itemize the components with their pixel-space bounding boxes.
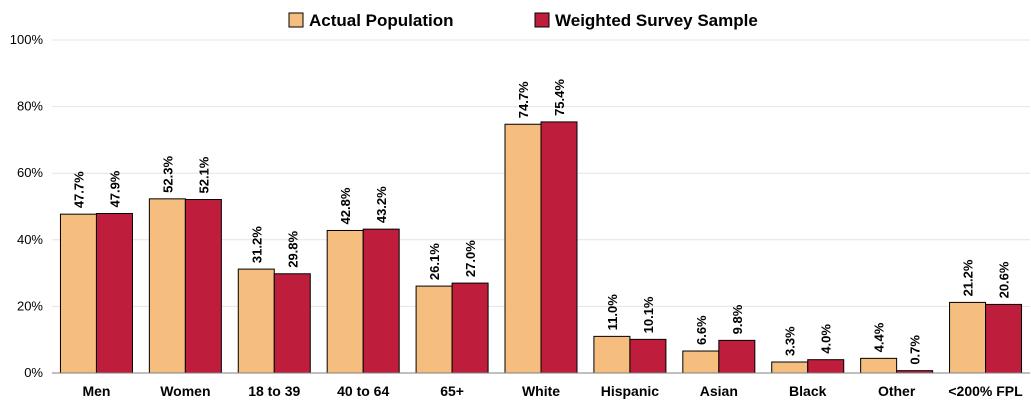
data-label: 11.0% xyxy=(605,294,620,331)
x-category-label: Men xyxy=(82,383,110,399)
bar-series-0 xyxy=(682,350,720,374)
data-label: 20.6% xyxy=(997,261,1012,298)
data-label: 9.8% xyxy=(730,304,745,334)
x-category-label: 65+ xyxy=(440,383,464,399)
x-category-label: 18 to 39 xyxy=(248,383,300,399)
bars xyxy=(59,121,1023,374)
legend-swatch xyxy=(534,12,550,28)
data-label: 10.1% xyxy=(641,296,656,333)
data-label: 42.8% xyxy=(338,187,353,224)
legend-label: Weighted Survey Sample xyxy=(555,11,758,30)
data-label: 3.3% xyxy=(783,326,798,356)
bar-series-1 xyxy=(273,273,311,374)
data-label: 52.1% xyxy=(196,156,211,193)
data-label: 75.4% xyxy=(552,79,567,116)
legend-label: Actual Population xyxy=(309,11,454,30)
data-label: 26.1% xyxy=(427,243,442,280)
data-label: 0.7% xyxy=(908,335,923,365)
x-category-label: White xyxy=(522,383,560,399)
data-label: 6.6% xyxy=(694,315,709,345)
bar-series-0 xyxy=(326,229,364,374)
y-tick-label: 60% xyxy=(17,165,43,180)
bar-series-1 xyxy=(184,199,222,374)
y-tick-label: 0% xyxy=(24,365,43,380)
data-labels: 47.7% 47.9% 52.3% 52.1% 31.2% 29.8% 42.8% 43.2%… xyxy=(71,79,1011,365)
legend-swatch xyxy=(288,12,304,28)
data-label: 29.8% xyxy=(285,230,300,267)
data-label: 47.7% xyxy=(71,171,86,208)
bar-series-0 xyxy=(59,213,97,374)
bar-series-1 xyxy=(985,303,1023,374)
x-category-label: Women xyxy=(160,383,210,399)
bar-series-0 xyxy=(237,268,275,374)
bar-series-0 xyxy=(860,357,898,374)
bar-series-1 xyxy=(95,212,133,374)
bar-series-1 xyxy=(718,339,756,374)
data-label: 52.3% xyxy=(160,156,175,193)
data-label: 74.7% xyxy=(516,81,531,118)
bar-series-0 xyxy=(148,198,186,374)
bar-series-1 xyxy=(362,228,400,374)
bar-series-1 xyxy=(540,121,578,374)
data-label: 27.0% xyxy=(463,240,478,277)
x-category-label: Asian xyxy=(700,383,738,399)
data-label: 47.9% xyxy=(107,170,122,207)
bar-series-1 xyxy=(807,359,845,374)
x-category-label: 40 to 64 xyxy=(337,383,389,399)
bar-series-0 xyxy=(504,123,542,374)
y-axis-ticks: 0% 20% 40% 60% 80% 100% xyxy=(10,32,44,380)
bar-series-0 xyxy=(949,301,987,374)
data-label: 43.2% xyxy=(374,186,389,223)
x-category-label: <200% FPL xyxy=(948,383,1023,399)
legend: Actual Population Weighted Survey Sample xyxy=(288,11,758,30)
y-tick-label: 100% xyxy=(10,32,44,47)
data-label: 31.2% xyxy=(249,226,264,263)
bar-series-1 xyxy=(451,282,489,374)
x-category-label: Hispanic xyxy=(601,383,660,399)
bar-series-0 xyxy=(771,361,809,374)
y-tick-label: 80% xyxy=(17,99,43,114)
y-tick-label: 40% xyxy=(17,232,43,247)
data-label: 21.2% xyxy=(961,259,976,296)
bar-series-1 xyxy=(629,338,667,374)
data-label: 4.4% xyxy=(872,322,887,352)
x-category-label: Other xyxy=(878,383,916,399)
x-category-label: Black xyxy=(789,383,827,399)
bar-series-0 xyxy=(415,285,453,374)
x-axis-categories: Men Women 18 to 39 40 to 64 65+ White Hispanic… xyxy=(82,383,1023,399)
bar-series-0 xyxy=(593,335,631,374)
data-label: 4.0% xyxy=(819,324,834,354)
y-tick-label: 20% xyxy=(17,298,43,313)
